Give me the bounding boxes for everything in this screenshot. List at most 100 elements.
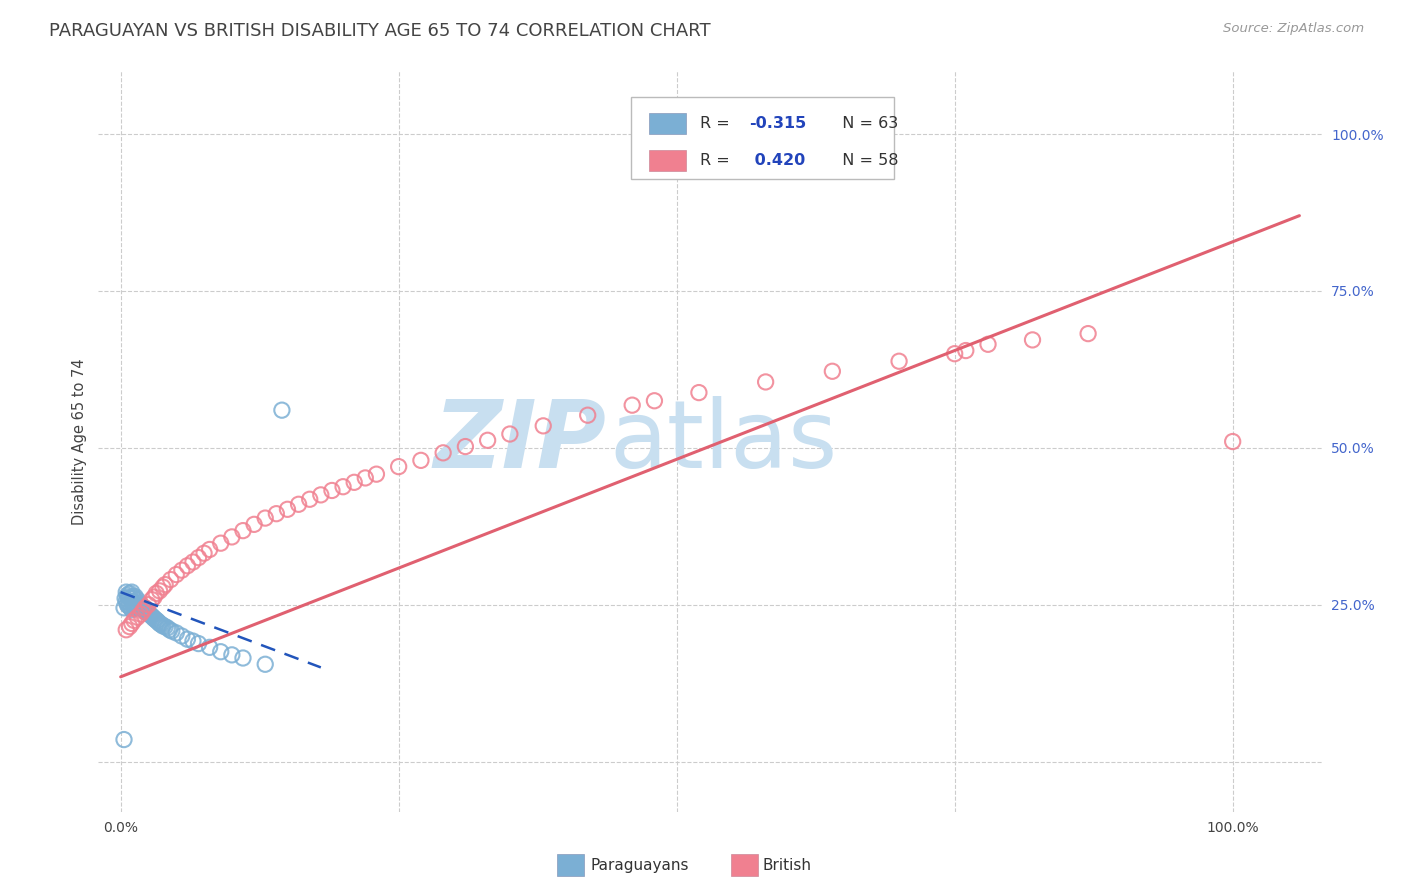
Point xyxy=(115,594,138,608)
Point xyxy=(132,600,155,615)
Point xyxy=(977,337,1000,351)
Point xyxy=(243,517,266,532)
Point xyxy=(115,585,138,599)
Point xyxy=(187,636,209,650)
Point xyxy=(131,599,153,613)
Point xyxy=(159,623,181,637)
Point xyxy=(165,567,187,582)
Point xyxy=(112,732,135,747)
Point xyxy=(176,558,198,573)
Point xyxy=(343,475,366,490)
Point xyxy=(1021,333,1043,347)
Point xyxy=(165,626,187,640)
Point xyxy=(150,617,173,632)
Point xyxy=(232,524,254,538)
Point xyxy=(181,555,204,569)
Point xyxy=(309,488,332,502)
Point xyxy=(127,600,149,615)
Point xyxy=(643,393,665,408)
Point xyxy=(132,603,155,617)
Point xyxy=(127,599,149,613)
Point xyxy=(821,364,844,378)
Point xyxy=(136,605,159,619)
Point xyxy=(209,645,232,659)
Point xyxy=(134,604,156,618)
Point xyxy=(187,550,209,565)
Point xyxy=(138,598,160,612)
Point xyxy=(298,492,321,507)
Text: N = 63: N = 63 xyxy=(832,116,898,131)
Point xyxy=(170,629,193,643)
Point xyxy=(254,511,277,525)
Point xyxy=(332,480,354,494)
Text: -0.315: -0.315 xyxy=(749,116,807,131)
Text: R =: R = xyxy=(700,153,735,169)
Text: N = 58: N = 58 xyxy=(832,153,898,169)
Point xyxy=(149,617,172,632)
Text: atlas: atlas xyxy=(610,395,838,488)
Point xyxy=(156,621,179,635)
Point xyxy=(149,583,172,598)
Point xyxy=(129,598,152,612)
Point xyxy=(117,588,139,602)
Point xyxy=(120,591,142,606)
Point xyxy=(198,542,221,557)
Point xyxy=(145,586,167,600)
Point xyxy=(122,599,145,613)
Point xyxy=(887,354,910,368)
Point xyxy=(127,592,149,607)
Point xyxy=(621,398,644,412)
Point xyxy=(118,586,141,600)
Point xyxy=(114,591,136,606)
Point xyxy=(112,600,135,615)
Bar xyxy=(648,151,686,171)
Point xyxy=(176,632,198,647)
Point xyxy=(153,620,176,634)
Text: British: British xyxy=(762,857,811,872)
Bar xyxy=(557,854,583,876)
Y-axis label: Disability Age 65 to 74: Disability Age 65 to 74 xyxy=(72,359,87,524)
Point xyxy=(170,563,193,577)
Point xyxy=(124,590,146,604)
Point xyxy=(152,580,174,594)
Point xyxy=(221,530,243,544)
Point xyxy=(135,605,157,619)
Point xyxy=(409,453,432,467)
Point xyxy=(128,596,150,610)
Point xyxy=(531,418,554,433)
Point xyxy=(117,590,139,604)
Point xyxy=(287,497,309,511)
Point xyxy=(143,590,166,604)
Point xyxy=(118,596,141,610)
Point xyxy=(121,594,143,608)
Point xyxy=(149,616,172,631)
Point xyxy=(266,507,288,521)
Point xyxy=(454,440,477,454)
Point xyxy=(117,599,139,613)
Text: Paraguayans: Paraguayans xyxy=(591,857,689,872)
Point xyxy=(432,446,454,460)
Point xyxy=(143,611,166,625)
Point xyxy=(134,600,156,615)
Point xyxy=(138,607,160,621)
Point xyxy=(159,573,181,587)
Point xyxy=(366,467,388,482)
Point xyxy=(955,343,977,358)
Point xyxy=(138,607,160,621)
Point xyxy=(1077,326,1099,341)
Point xyxy=(499,427,522,442)
Text: 0.420: 0.420 xyxy=(749,153,806,169)
Point xyxy=(129,607,152,621)
Point xyxy=(1222,434,1244,449)
Point xyxy=(132,604,155,618)
Point xyxy=(146,614,169,628)
Point xyxy=(122,613,145,627)
Point xyxy=(153,577,176,591)
Point xyxy=(115,623,138,637)
Point xyxy=(127,610,149,624)
Point xyxy=(122,591,145,606)
Point xyxy=(122,590,145,604)
Point xyxy=(321,483,343,498)
Point xyxy=(477,434,499,448)
Point xyxy=(221,648,243,662)
